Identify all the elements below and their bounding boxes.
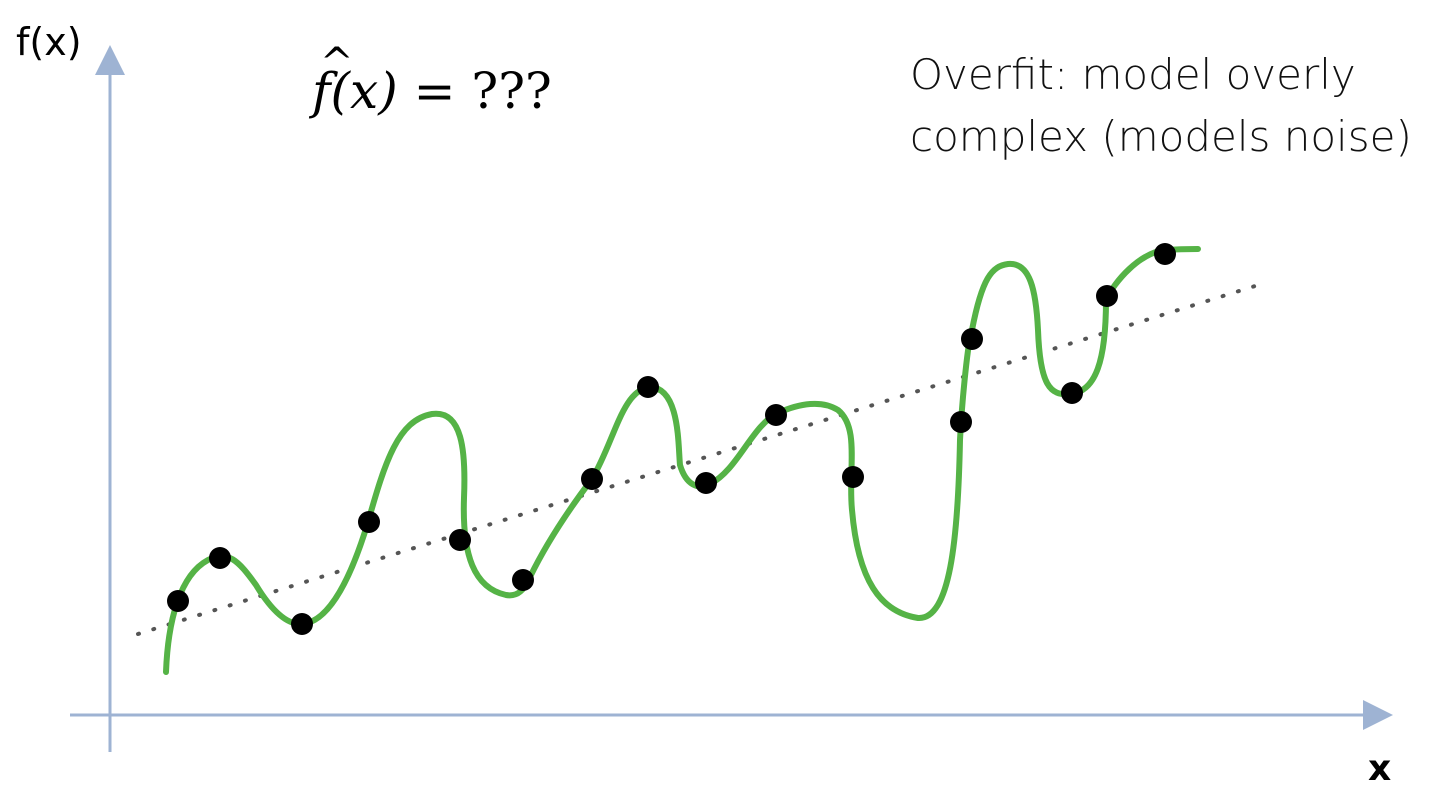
y-axis-label: f(x) [16, 20, 82, 64]
data-point [695, 472, 717, 494]
data-point [167, 590, 189, 612]
f-symbol: f [312, 62, 331, 120]
data-point [581, 468, 603, 490]
linear-trend-line [136, 280, 1270, 636]
data-point [765, 404, 787, 426]
hat-accent: ^ [320, 40, 354, 86]
model-formula: ^ f (x) = ??? [312, 40, 552, 120]
annotation-line-2: complex (models noise) [910, 112, 1412, 161]
x-axis-label: x [1368, 748, 1392, 789]
formula-argument: (x) [330, 62, 398, 120]
data-point [358, 511, 380, 533]
data-point [961, 328, 983, 350]
overfit-annotation: Overfit: model overly complex (models no… [910, 44, 1412, 168]
f-hat-symbol: ^ f [312, 40, 354, 120]
data-point [449, 529, 471, 551]
data-point [209, 547, 231, 569]
data-point [950, 411, 972, 433]
data-point [637, 376, 659, 398]
data-point [842, 466, 864, 488]
data-point [1154, 243, 1176, 265]
overfit-curve [163, 246, 1201, 675]
data-point [1096, 285, 1118, 307]
data-point [512, 569, 534, 591]
annotation-line-1: Overfit: model overly [910, 50, 1356, 99]
data-point [291, 613, 313, 635]
formula-rhs: = ??? [413, 62, 552, 120]
data-point [1061, 382, 1083, 404]
